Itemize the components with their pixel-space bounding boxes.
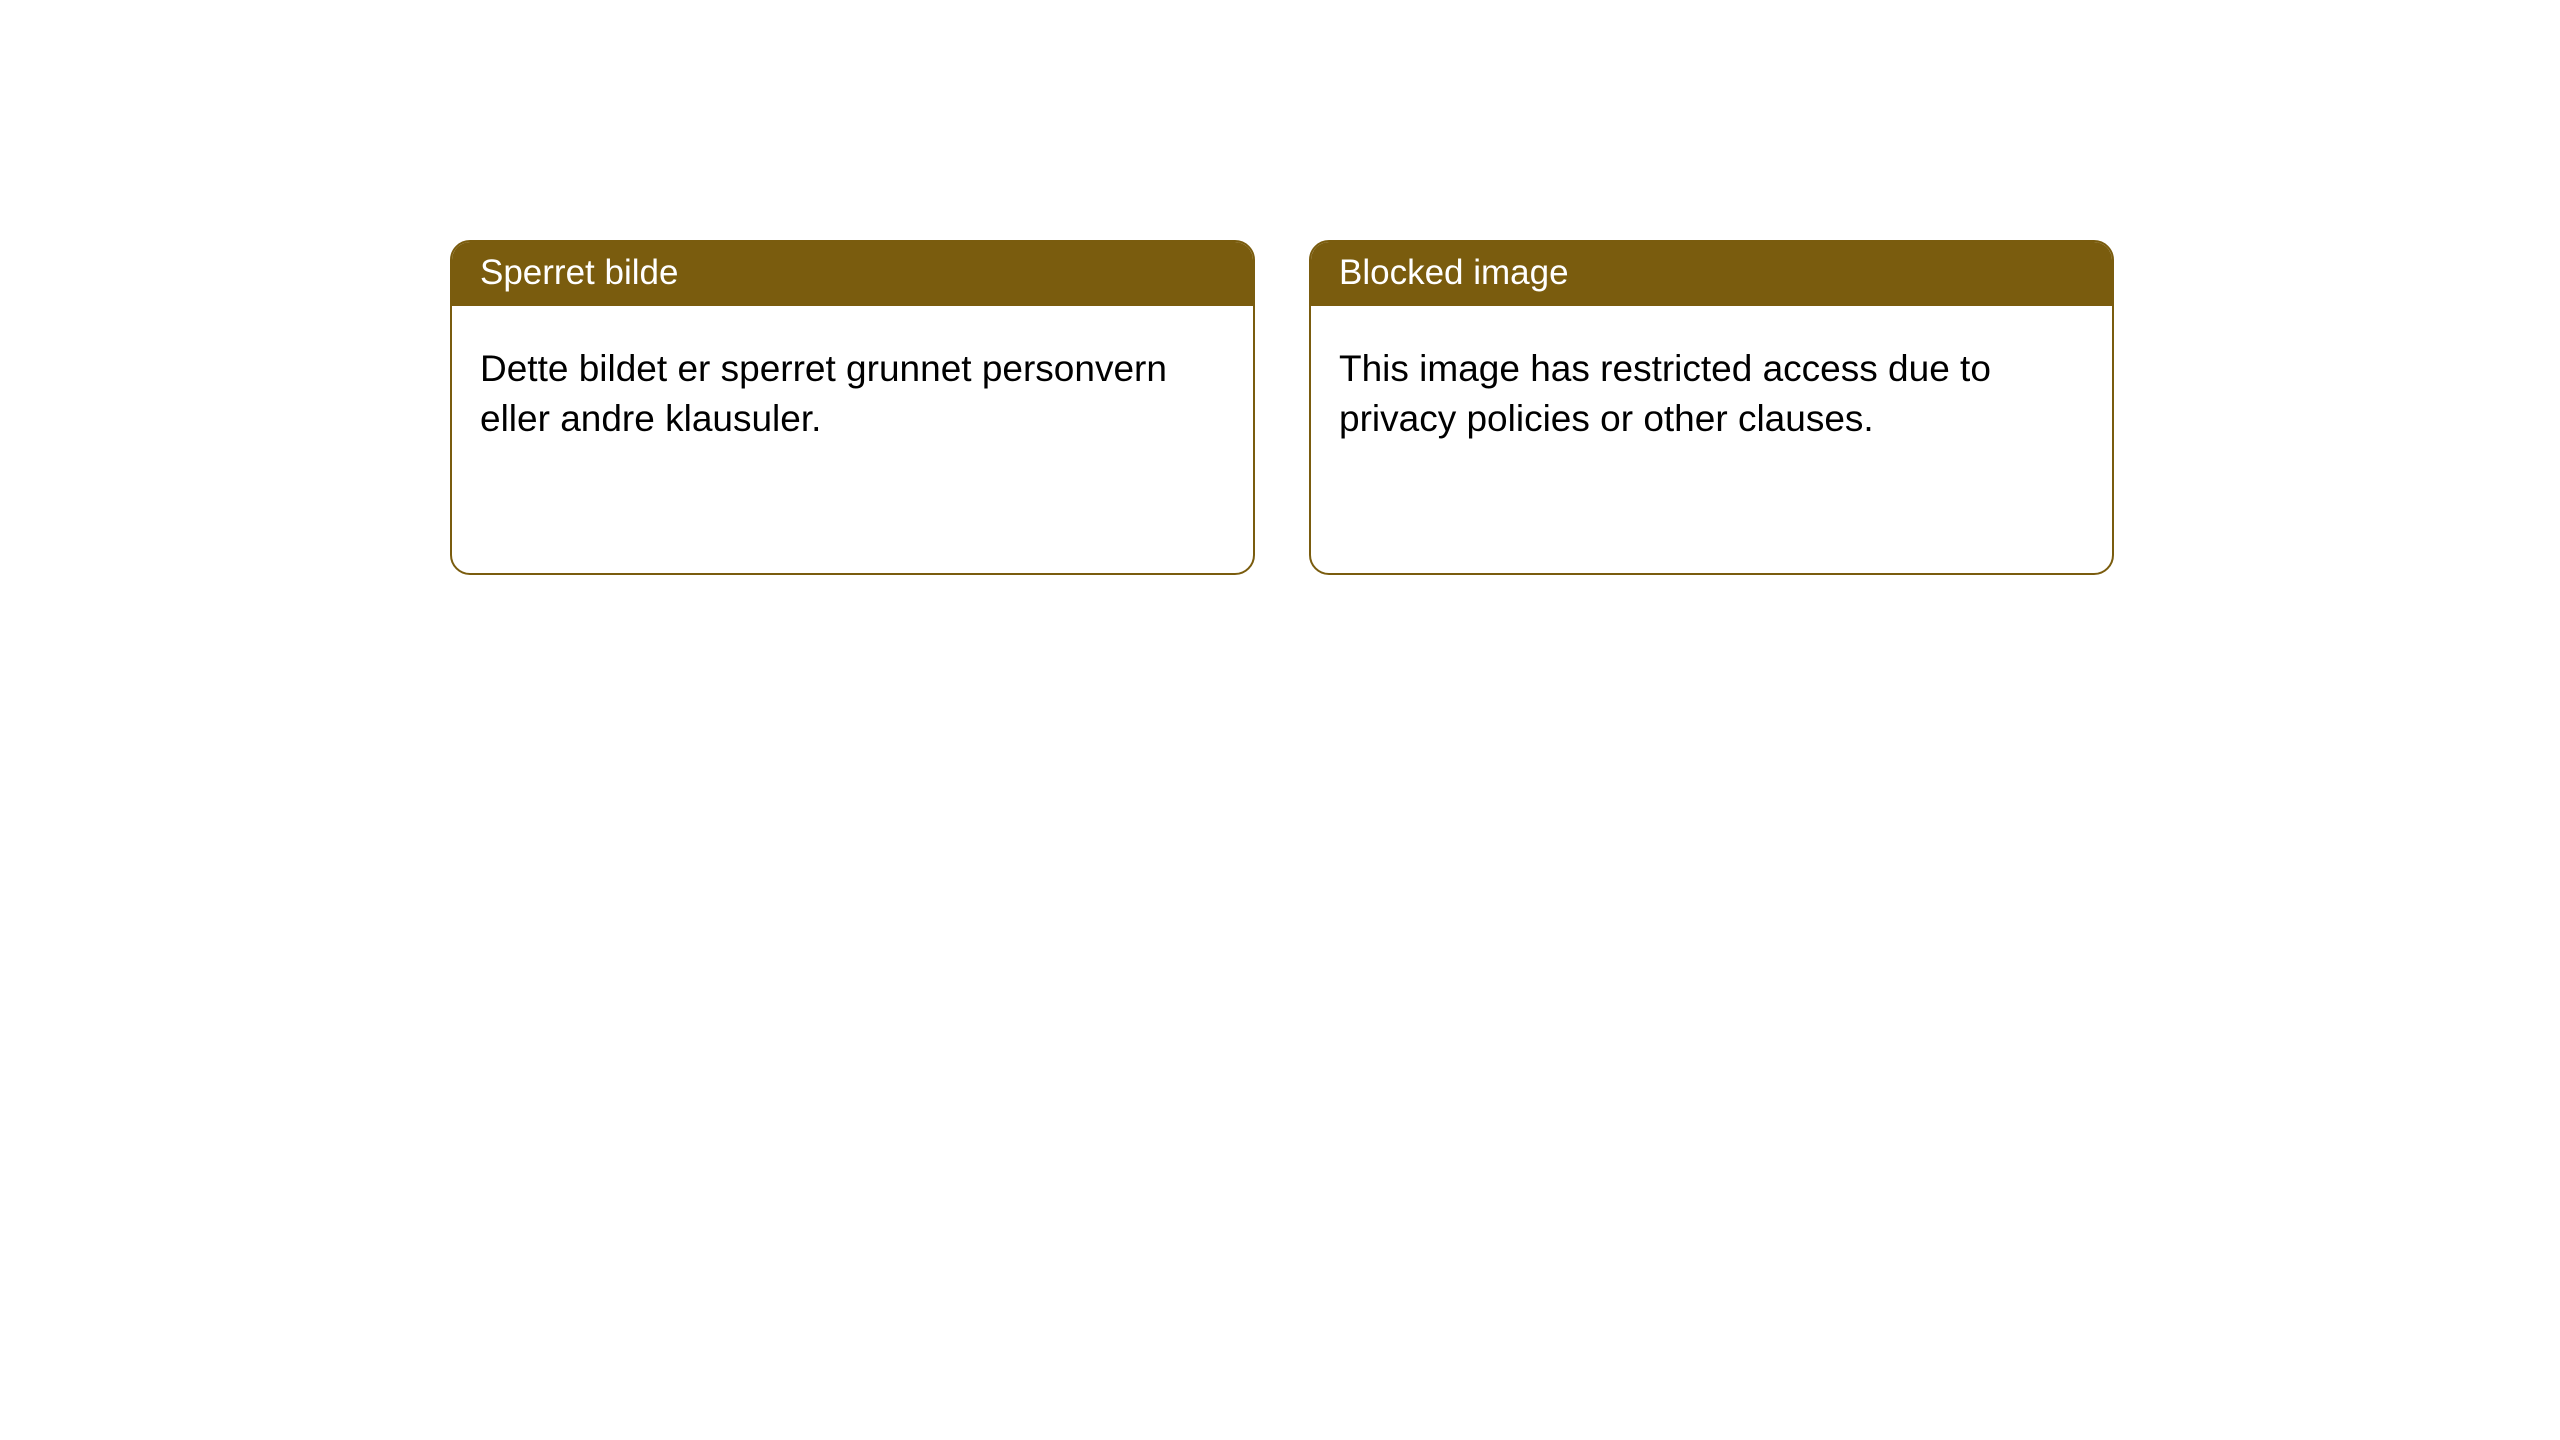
notice-body: This image has restricted access due to …: [1311, 306, 2112, 472]
notice-body: Dette bildet er sperret grunnet personve…: [452, 306, 1253, 472]
notice-container: Sperret bilde Dette bildet er sperret gr…: [0, 0, 2560, 575]
notice-card-norwegian: Sperret bilde Dette bildet er sperret gr…: [450, 240, 1255, 575]
notice-header: Blocked image: [1311, 242, 2112, 306]
notice-card-english: Blocked image This image has restricted …: [1309, 240, 2114, 575]
notice-header: Sperret bilde: [452, 242, 1253, 306]
